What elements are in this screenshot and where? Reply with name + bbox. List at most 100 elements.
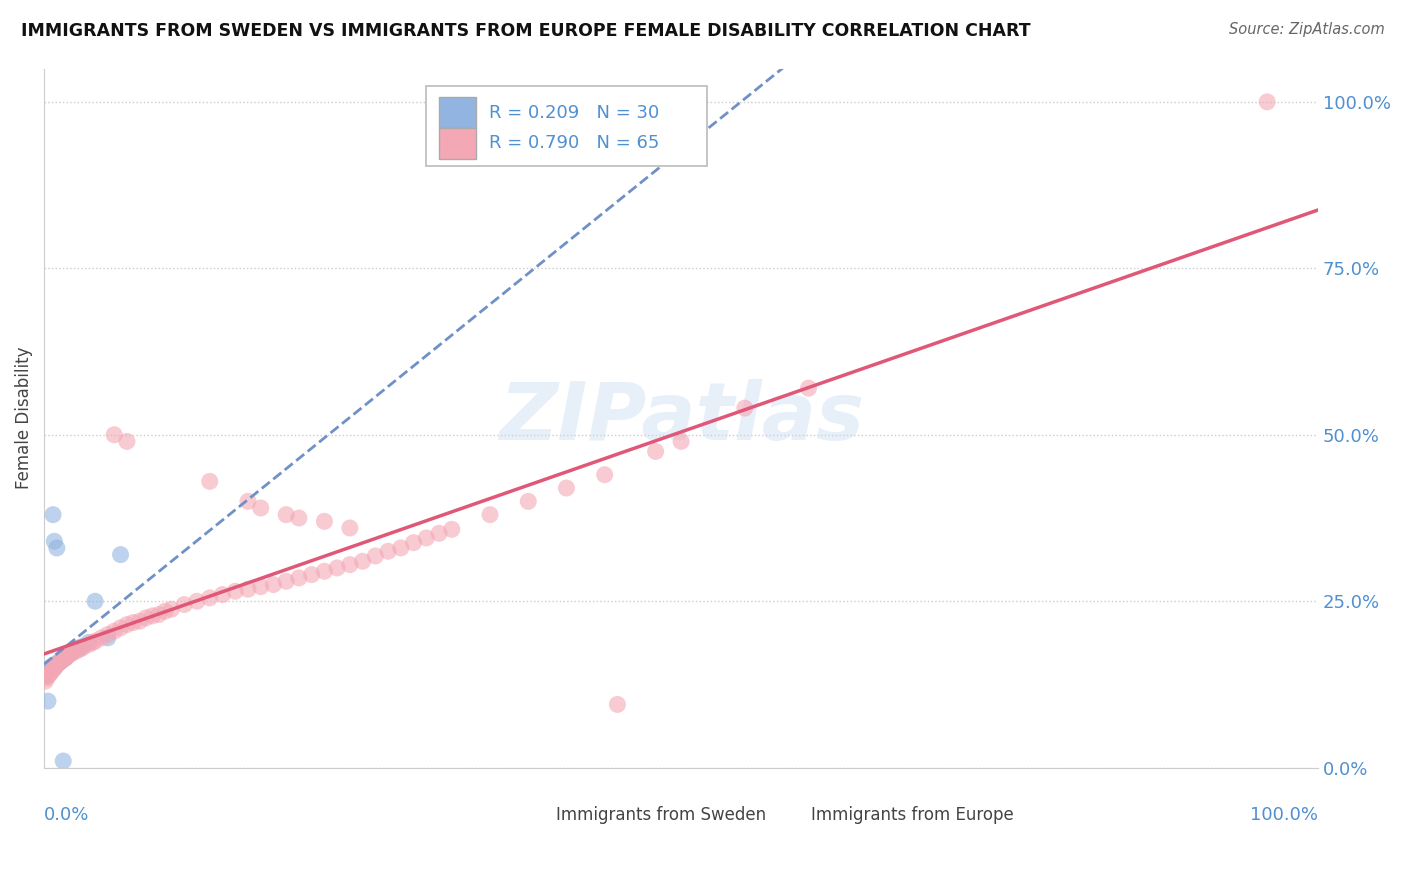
Point <box>224 584 246 599</box>
Point <box>65 642 87 657</box>
Point <box>288 571 311 585</box>
Point <box>55 650 77 665</box>
Point <box>72 640 94 654</box>
Point <box>115 434 138 449</box>
Point <box>60 646 83 660</box>
Point <box>402 535 425 549</box>
Point <box>39 661 62 675</box>
Point <box>276 574 298 589</box>
Point <box>211 588 233 602</box>
Point <box>606 698 628 712</box>
Point <box>339 558 361 572</box>
Point <box>44 661 66 675</box>
Point <box>128 614 150 628</box>
Point <box>84 594 107 608</box>
Point <box>77 638 100 652</box>
Point <box>65 644 87 658</box>
Point <box>52 653 75 667</box>
Point <box>339 521 361 535</box>
Point <box>153 604 176 618</box>
Text: Immigrants from Europe: Immigrants from Europe <box>811 805 1014 823</box>
Point <box>56 648 79 663</box>
Point <box>38 662 60 676</box>
Point <box>41 659 63 673</box>
Text: Immigrants from Sweden: Immigrants from Sweden <box>557 805 766 823</box>
Point <box>39 666 62 681</box>
FancyBboxPatch shape <box>426 86 707 167</box>
Point <box>55 650 77 665</box>
Point <box>593 467 616 482</box>
Point <box>42 508 65 522</box>
Point <box>72 640 94 655</box>
Point <box>60 644 83 658</box>
Point <box>797 381 820 395</box>
Point <box>186 594 208 608</box>
Point <box>236 494 259 508</box>
Point <box>84 634 107 648</box>
Point <box>479 508 502 522</box>
Text: ZIPatlas: ZIPatlas <box>499 379 863 457</box>
Text: R = 0.209   N = 30: R = 0.209 N = 30 <box>489 103 659 121</box>
Point <box>44 661 66 675</box>
Point <box>45 541 67 555</box>
Point <box>377 544 399 558</box>
Point <box>45 657 67 672</box>
Point <box>52 754 75 768</box>
FancyBboxPatch shape <box>439 97 477 128</box>
Point <box>148 607 170 622</box>
Point <box>135 611 157 625</box>
Point <box>44 534 66 549</box>
Point <box>48 656 70 670</box>
Point <box>110 621 132 635</box>
Point <box>198 475 221 489</box>
FancyBboxPatch shape <box>513 801 550 829</box>
Point <box>276 508 298 522</box>
Point <box>69 640 91 655</box>
Point <box>440 522 463 536</box>
Point <box>69 642 91 657</box>
Point <box>52 650 75 665</box>
Point <box>115 617 138 632</box>
Point <box>45 659 67 673</box>
Point <box>34 669 56 683</box>
Point <box>49 654 72 668</box>
Point <box>262 577 284 591</box>
Point <box>555 481 578 495</box>
Point <box>389 541 412 555</box>
Point <box>141 608 163 623</box>
Point <box>326 561 349 575</box>
Text: IMMIGRANTS FROM SWEDEN VS IMMIGRANTS FROM EUROPE FEMALE DISABILITY CORRELATION C: IMMIGRANTS FROM SWEDEN VS IMMIGRANTS FRO… <box>21 22 1031 40</box>
Point <box>58 648 80 662</box>
FancyBboxPatch shape <box>768 801 804 829</box>
Point <box>37 694 59 708</box>
Point <box>97 631 120 645</box>
FancyBboxPatch shape <box>439 128 477 159</box>
Point <box>415 531 437 545</box>
Point <box>249 501 271 516</box>
Point <box>37 669 59 683</box>
Point <box>77 635 100 649</box>
Point <box>38 667 60 681</box>
Point <box>198 591 221 605</box>
Point <box>301 567 323 582</box>
Point <box>51 653 73 667</box>
Y-axis label: Female Disability: Female Disability <box>15 347 32 490</box>
Point <box>103 427 125 442</box>
Point <box>41 664 63 678</box>
Text: 100.0%: 100.0% <box>1250 806 1319 824</box>
Point <box>103 624 125 639</box>
Point <box>42 662 65 676</box>
Point <box>160 602 183 616</box>
Text: Source: ZipAtlas.com: Source: ZipAtlas.com <box>1229 22 1385 37</box>
Point <box>35 671 58 685</box>
Text: R = 0.790   N = 65: R = 0.790 N = 65 <box>489 135 659 153</box>
Point <box>364 549 387 563</box>
Point <box>35 666 58 681</box>
Point <box>49 654 72 668</box>
Point <box>37 664 59 678</box>
Point <box>110 548 132 562</box>
Point <box>97 627 120 641</box>
Text: 0.0%: 0.0% <box>44 806 90 824</box>
Point <box>34 674 56 689</box>
Point <box>46 656 69 670</box>
